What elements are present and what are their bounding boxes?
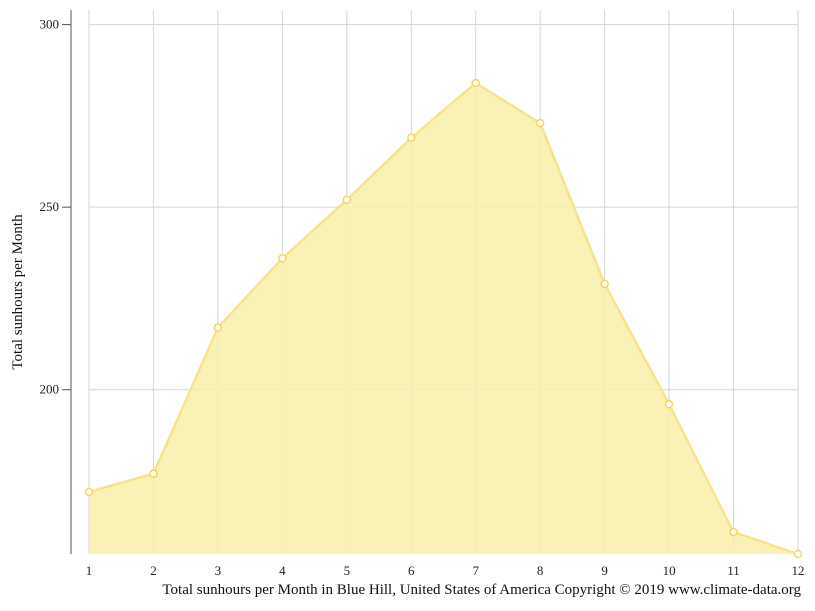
x-tick-label-1: 1 <box>86 563 93 578</box>
x-tick-label-9: 9 <box>601 563 608 578</box>
x-tick-label-6: 6 <box>408 563 415 578</box>
data-point-3 <box>213 323 223 332</box>
data-point-5 <box>342 195 352 205</box>
data-point-9 <box>600 279 609 289</box>
x-tick-label-2: 2 <box>150 563 157 578</box>
data-point-11 <box>729 527 738 537</box>
data-point-8 <box>535 118 545 128</box>
x-tick-label-11: 11 <box>727 563 740 578</box>
chart-caption: Total sunhours per Month in Blue Hill, U… <box>162 582 801 598</box>
data-point-2 <box>149 469 158 478</box>
sunhours-line <box>88 81 799 556</box>
x-tick-label-4: 4 <box>279 563 286 578</box>
data-point-1 <box>84 487 94 497</box>
y-tick-label-200: 200 <box>40 382 60 397</box>
data-point-6 <box>407 133 416 143</box>
y-axis-title: Total sunhours per Month <box>10 214 26 370</box>
x-tick-label-7: 7 <box>472 563 479 578</box>
x-tick-label-8: 8 <box>537 563 544 578</box>
data-point-10 <box>664 400 674 409</box>
sunhours-area <box>89 83 798 554</box>
y-tick-label-250: 250 <box>40 199 60 214</box>
x-tick-label-5: 5 <box>344 563 351 578</box>
data-points <box>84 78 803 559</box>
y-tick-label-300: 300 <box>40 17 60 32</box>
data-point-12 <box>793 549 803 559</box>
y-axis-ticks: 200 250 300 <box>40 17 71 397</box>
data-point-7 <box>471 78 480 88</box>
x-tick-label-10: 10 <box>663 563 676 578</box>
data-point-4 <box>278 254 287 263</box>
x-tick-label-12: 12 <box>792 563 805 578</box>
x-axis-ticks: 1 2 3 4 5 6 7 8 9 10 11 12 <box>86 563 805 578</box>
x-tick-label-3: 3 <box>215 563 222 578</box>
